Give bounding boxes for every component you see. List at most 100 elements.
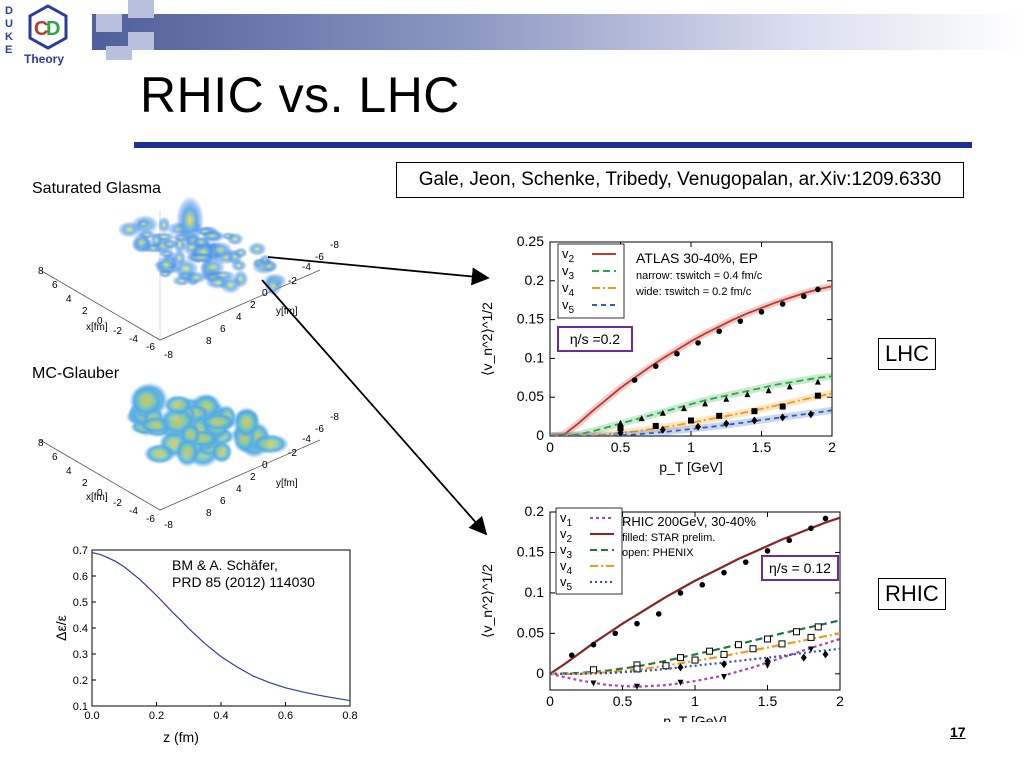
svg-text:6: 6 [52, 280, 58, 291]
svg-text:-8: -8 [164, 350, 173, 361]
data-point [742, 559, 749, 565]
svg-text:4: 4 [236, 312, 242, 323]
y-tick-label: 0.25 [517, 233, 544, 249]
chart-annotation: BM & A. Schäfer, [172, 557, 278, 573]
data-point [737, 318, 744, 324]
x-axis-label: p_T [GeV] [659, 459, 723, 475]
data-point [634, 683, 640, 690]
data-point [779, 413, 786, 422]
data-point [659, 409, 666, 416]
header-squares [92, 0, 162, 64]
data-point [631, 377, 638, 383]
series-v4 [550, 389, 832, 436]
mcglauber-x-ticks: 8 6 4 2 0 -2 -4 -6 -8 [38, 438, 173, 530]
svg-text:4: 4 [66, 294, 72, 305]
data-point [751, 416, 758, 425]
data-point [695, 422, 702, 431]
data-point [822, 515, 829, 522]
x-tick-label: 2 [828, 439, 836, 455]
data-point [822, 650, 829, 659]
y-axis-label: ⟨v_n^2⟩^1/2 [479, 302, 495, 376]
header-band [92, 14, 1024, 50]
svg-text:0: 0 [262, 288, 268, 299]
series-line [550, 516, 840, 675]
title-rule [134, 142, 972, 148]
x-tick-label: 0.4 [213, 710, 228, 722]
x-tick-label: 0 [546, 439, 554, 455]
data-point [659, 425, 666, 434]
data-point [764, 656, 771, 665]
eccentricity-curve [91, 552, 351, 702]
y-tick-label: 0.4 [73, 623, 88, 635]
data-point [702, 400, 709, 407]
data-point [814, 392, 821, 399]
x-tick-label: 0.2 [149, 710, 164, 722]
data-point [815, 286, 821, 293]
data-point [723, 395, 730, 402]
y-tick-label: 0.1 [525, 349, 545, 365]
svg-text:4: 4 [66, 466, 72, 477]
page-number: 17 [950, 724, 966, 740]
data-point [716, 412, 723, 419]
glasma-x-ticks: 8 6 4 2 0 -2 -4 -6 -8 [38, 266, 173, 361]
y-tick-label: 0.6 [73, 571, 88, 583]
y-tick-label: 0.3 [73, 649, 88, 661]
svg-text:2: 2 [250, 300, 256, 311]
data-point [749, 645, 757, 653]
rhic-vn-chart: 0 0.5 1 1.5 2 0 0.05 0.1 0.15 0.2 p_T [GeV] ⟨v_n^2⟩… [479, 503, 844, 722]
series-line [550, 637, 840, 688]
data-point [800, 653, 807, 662]
reference-box: Gale, Jeon, Schenke, Tribedy, Venugopala… [396, 162, 964, 198]
svg-text:-2: -2 [288, 276, 297, 287]
mcglauber-y-label: y[fm] [276, 478, 298, 489]
chart-annotation: RHIC 200GeV, 30-40% [622, 514, 756, 529]
y-axis-label: Δε/ε [53, 615, 69, 641]
data-point [758, 309, 765, 315]
x-tick-label: 0 [546, 693, 554, 709]
data-point [695, 340, 701, 346]
label-lhc: LHC [878, 338, 937, 370]
parameter-box [557, 326, 633, 352]
data-point [652, 422, 659, 429]
data-point [814, 378, 821, 385]
svg-text:-4: -4 [302, 434, 311, 445]
x-tick-label: 0.0 [84, 710, 99, 722]
data-point [706, 647, 713, 655]
series-line [550, 647, 840, 675]
data-point [691, 656, 699, 664]
y-tick-label: 0.2 [525, 272, 545, 288]
data-point [735, 641, 742, 649]
series-v1 [550, 637, 840, 690]
lhc-vn-chart: 0 0.5 1 1.5 2 0 0.05 0.1 0.15 0.2 0.25 p_T [GeV] ⟨v_… [479, 233, 836, 475]
x-tick-label: 1 [691, 693, 699, 709]
x-tick-label: 0.6 [278, 710, 293, 722]
series-v4 [550, 632, 840, 675]
data-point [807, 410, 814, 419]
data-point [634, 620, 640, 627]
x-tick-label: 1 [687, 439, 695, 455]
series-line [550, 375, 832, 436]
data-point [765, 387, 772, 394]
parameter-text: η/s = 0.12 [769, 560, 831, 576]
svg-text:8: 8 [206, 508, 212, 519]
svg-text:0: 0 [262, 460, 268, 471]
mcglauber-surface-plot: 8 6 4 2 0 -2 -4 -6 -8 x[fm] -8 -6 -4 -2 … [38, 382, 339, 530]
data-point [612, 630, 619, 637]
x-tick-label: 0.5 [611, 439, 631, 455]
chart-annotation: PRD 85 (2012) 114030 [172, 574, 315, 590]
series-v5 [550, 647, 840, 675]
svg-text:8: 8 [38, 266, 44, 277]
svg-text:6: 6 [220, 496, 226, 507]
y-tick-label: 0 [536, 427, 544, 443]
svg-text:-6: -6 [146, 514, 155, 525]
data-point [786, 383, 793, 390]
data-point [807, 633, 815, 641]
parameter-box [761, 555, 839, 581]
data-point [617, 419, 624, 426]
svg-text:C: C [34, 18, 48, 40]
data-point [662, 662, 670, 670]
data-point [808, 646, 814, 653]
svg-text:-2: -2 [113, 326, 122, 337]
glasma-y-label: y[fm] [276, 306, 298, 317]
chart-annotation: wide: τswitch = 0.2 fm/c [635, 286, 752, 298]
